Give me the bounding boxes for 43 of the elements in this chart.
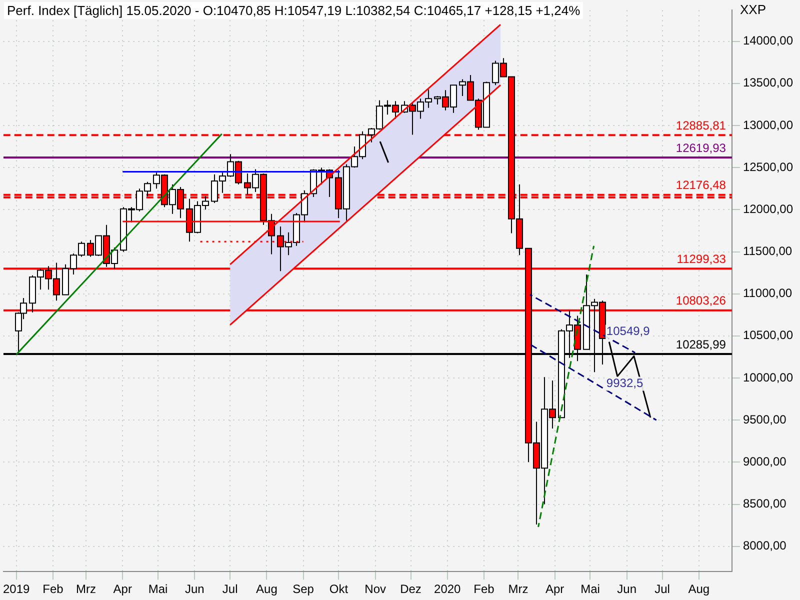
- y-tick-label: 14000,00: [742, 34, 794, 48]
- x-tick-label: Jun: [184, 582, 204, 596]
- y-tick-label: 11000,00: [742, 286, 792, 300]
- x-tick-label: Mai: [148, 582, 168, 596]
- x-tick-label: Aug: [688, 582, 710, 596]
- x-tick-label: Feb: [474, 582, 495, 596]
- x-tick-label: Nov: [364, 582, 386, 596]
- x-tick-label: Jul: [222, 582, 238, 596]
- ref-line-label: 12885,81: [676, 118, 726, 132]
- y-tick-label: 12000,00: [742, 202, 794, 216]
- y-axis-title: XXP: [740, 2, 766, 17]
- y-tick-label: 13000,00: [742, 118, 794, 132]
- ref-line-label: 10803,26: [676, 294, 726, 308]
- annotation: 9932,5: [606, 376, 644, 390]
- ref-line-label: 11299,33: [676, 252, 726, 266]
- x-tick-label: Jul: [654, 582, 670, 596]
- y-tick-label: 9000,00: [742, 454, 787, 468]
- y-tick-label: 8000,00: [742, 538, 787, 553]
- y-tick-label: 11500,00: [742, 244, 792, 258]
- annotation: 10549,9: [606, 324, 650, 338]
- ref-line-label: 12176,48: [676, 178, 726, 192]
- y-tick-label: 12500,00: [742, 160, 794, 174]
- chart-title: Perf. Index [Täglich] 15.05.2020 - O:10470,85 H:10547,19 L:10382,54 C:10465,17 +128,15 +1,24%: [4, 2, 584, 19]
- ref-line-label: 12619,93: [676, 140, 726, 155]
- x-tick-label: 2020: [434, 582, 462, 596]
- ref-line-label: 10285,99: [676, 337, 726, 352]
- x-tick-label: Mai: [580, 582, 600, 596]
- x-tick-label: Jun: [617, 582, 637, 596]
- y-tick-label: 10500,00: [742, 328, 794, 342]
- x-tick-label: Feb: [42, 582, 64, 596]
- x-tick-label: Mrz: [76, 582, 96, 596]
- x-tick-label: Apr: [113, 582, 132, 596]
- y-tick-label: 10000,00: [742, 370, 794, 384]
- y-tick-label: 9500,00: [742, 412, 787, 426]
- x-tick-label: Aug: [256, 582, 278, 596]
- x-tick-label: Mrz: [508, 582, 528, 596]
- x-tick-label: Dez: [400, 582, 422, 596]
- x-tick-label: 2019: [2, 582, 30, 596]
- x-tick-label: Sep: [292, 582, 314, 596]
- y-tick-label: 13500,00: [742, 76, 794, 90]
- y-tick-label: 8500,00: [742, 496, 787, 511]
- x-tick-label: Okt: [329, 582, 349, 596]
- x-tick-label: Apr: [545, 582, 564, 596]
